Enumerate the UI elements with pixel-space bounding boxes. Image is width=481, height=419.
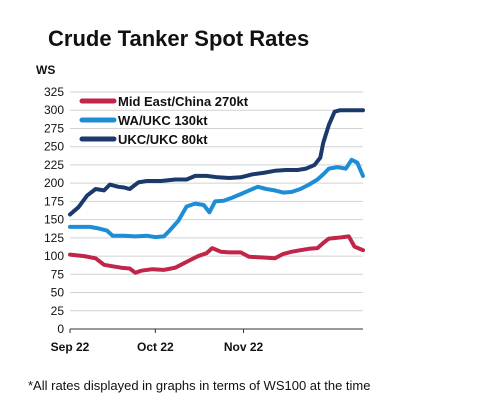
- y-tick-label: 125: [44, 231, 64, 245]
- x-tick-label: Sep 22: [51, 340, 90, 354]
- series-line-2: [68, 157, 365, 240]
- chart-title: Crude Tanker Spot Rates: [48, 26, 310, 51]
- y-tick-label: 175: [44, 194, 64, 208]
- y-tick-label: 50: [51, 286, 65, 300]
- legend-label-3: UKC/UKC 80kt: [118, 132, 208, 147]
- series-line-3: [68, 108, 365, 217]
- legend-label-2: WA/UKC 130kt: [118, 113, 208, 128]
- legend-label-1: Mid East/China 270kt: [118, 94, 249, 109]
- y-tick-label: 0: [57, 322, 64, 336]
- y-tick-label: 250: [44, 140, 64, 154]
- y-tick-label: 150: [44, 213, 64, 227]
- y-tick-label: 275: [44, 121, 64, 135]
- x-tick-label: Oct 22: [137, 340, 174, 354]
- y-tick-label: 300: [44, 103, 64, 117]
- y-axis-unit-label: WS: [36, 63, 56, 77]
- y-tick-label: 75: [51, 267, 65, 281]
- footnote: *All rates displayed in graphs in terms …: [28, 378, 371, 393]
- y-tick-label: 25: [51, 304, 65, 318]
- x-tick-label: Nov 22: [224, 340, 264, 354]
- y-tick-label: 100: [44, 249, 64, 263]
- series-line-1: [68, 234, 365, 275]
- y-tick-label: 325: [44, 85, 64, 99]
- y-tick-label: 200: [44, 176, 64, 190]
- y-tick-label: 225: [44, 158, 64, 172]
